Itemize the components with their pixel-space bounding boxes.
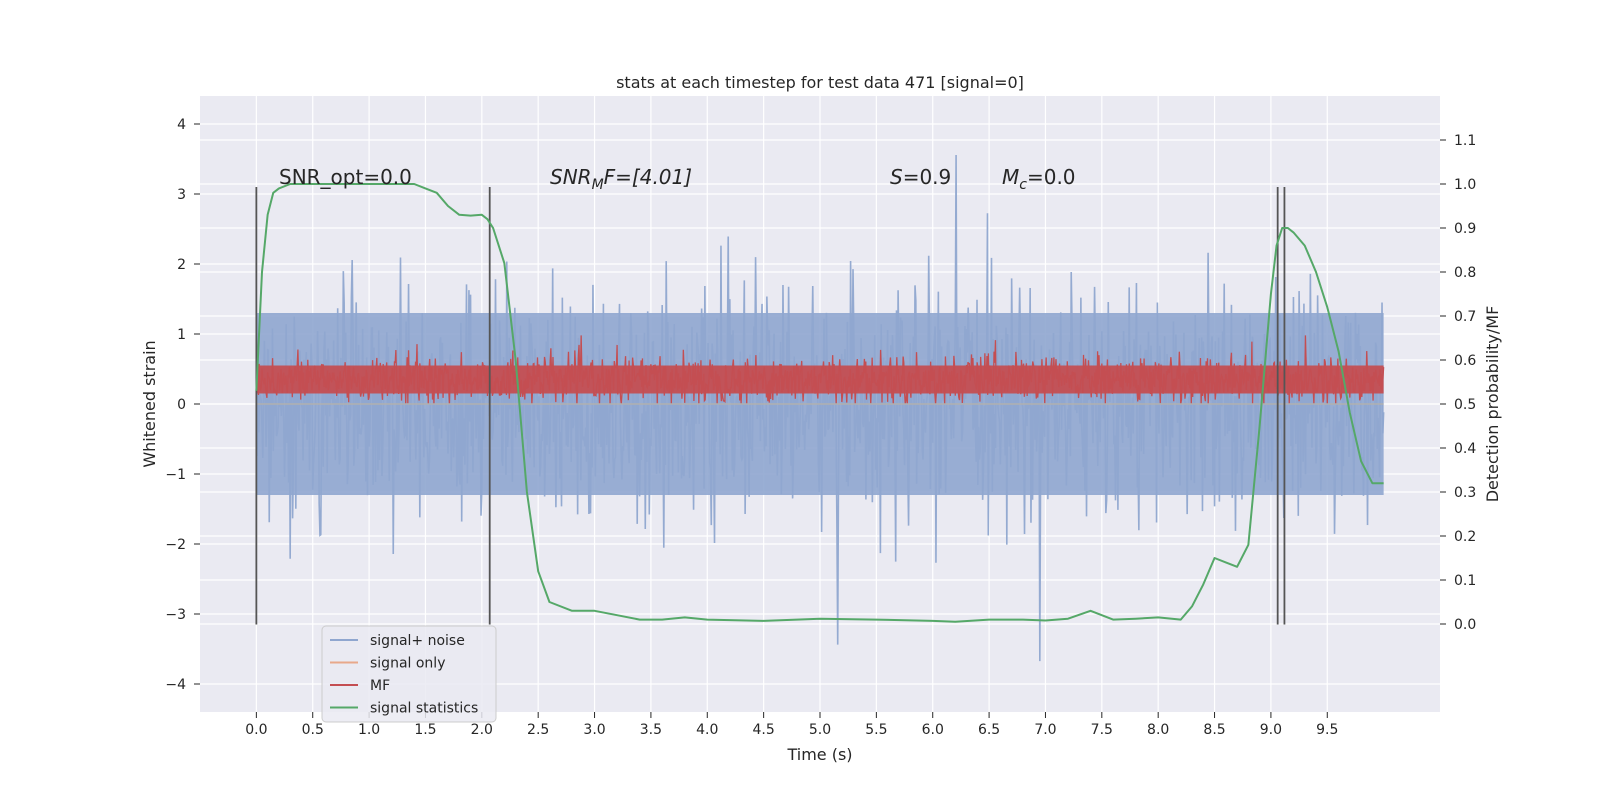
y-axis-left: 4 3 2 1 0 −1 −2 −3 −4	[165, 117, 200, 693]
legend-entry: MF	[370, 678, 390, 694]
legend-box	[321, 625, 497, 723]
legend-entry: signal only	[370, 656, 445, 672]
signal-statistics-series	[255, 183, 1384, 623]
annotation-mc: Mc=0.0	[1002, 165, 1076, 193]
y-right-tick-label: 0.4	[1454, 441, 1476, 457]
y-right-tick-label: 0.0	[1454, 617, 1476, 633]
x-tick-label: 1.0	[358, 722, 380, 738]
x-tick-label: 5.0	[809, 722, 831, 738]
y-right-tick-label: 0.8	[1454, 265, 1476, 281]
y-axis-label-right: Detection probability/MF	[1483, 306, 1502, 503]
x-tick-label: 6.0	[922, 722, 944, 738]
x-tick-label: 6.5	[978, 722, 1000, 738]
y-right-tick-label: 0.7	[1454, 309, 1476, 325]
y-right-tick-label: 0.5	[1454, 397, 1476, 413]
x-tick-label: 3.5	[640, 722, 662, 738]
x-tick-label: 8.5	[1203, 722, 1225, 738]
legend-entry: signal statistics	[370, 701, 478, 717]
legend-entry: signal+ noise	[370, 633, 465, 649]
annotation-snr-mf: SNRMF=[4.01]	[550, 165, 692, 193]
vertical-markers	[255, 187, 1286, 625]
y-tick-label: −1	[165, 467, 186, 483]
y-right-tick-label: 0.3	[1454, 485, 1476, 501]
chart-title: stats at each timestep for test data 471…	[616, 73, 1024, 92]
y-right-tick-label: 1.0	[1454, 177, 1476, 193]
x-tick-label: 4.5	[753, 722, 775, 738]
y-tick-label: 1	[177, 327, 186, 343]
y-axis-right: 1.1 1.0 0.9 0.8 0.7 0.6 0.5 0.4 0.3 0.2 0.1 0.0	[1440, 133, 1476, 633]
x-tick-label: 2.0	[471, 722, 493, 738]
x-axis-label: Time (s)	[786, 745, 852, 764]
x-tick-label: 9.5	[1316, 722, 1338, 738]
x-tick-label: 9.0	[1260, 722, 1282, 738]
x-tick-label: 5.5	[865, 722, 887, 738]
y-tick-label: 2	[177, 257, 186, 273]
y-tick-label: 3	[177, 187, 186, 203]
signal-statistics-line	[255, 183, 1384, 623]
y-tick-label: 0	[177, 397, 186, 413]
x-tick-label: 0.0	[245, 722, 267, 738]
x-axis: 0.0 0.5 1.0 1.5 2.0 2.5 3.0 3.5 4.0 4.5 5.0 5.5 6.0 6…	[245, 712, 1338, 738]
x-tick-label: 7.0	[1034, 722, 1056, 738]
y-right-tick-label: 0.6	[1454, 353, 1476, 369]
x-tick-label: 0.5	[302, 722, 324, 738]
y-axis-label-left: Whitened strain	[140, 340, 159, 467]
x-tick-label: 7.5	[1091, 722, 1113, 738]
annotation-snr-opt: SNR_opt=0.0	[279, 165, 412, 189]
y-right-tick-label: 1.1	[1454, 133, 1476, 149]
x-tick-label: 8.0	[1147, 722, 1169, 738]
annotation-s: S=0.9	[890, 165, 951, 189]
x-tick-label: 4.0	[696, 722, 718, 738]
y-tick-label: −3	[165, 607, 186, 623]
y-right-tick-label: 0.2	[1454, 529, 1476, 545]
y-right-tick-label: 0.9	[1454, 221, 1476, 237]
y-tick-label: −2	[165, 537, 186, 553]
mf-line	[255, 335, 1385, 405]
y-tick-label: −4	[165, 677, 186, 693]
y-tick-label: 4	[177, 117, 186, 133]
x-tick-label: 3.0	[583, 722, 605, 738]
x-tick-label: 2.5	[527, 722, 549, 738]
legend: signal+ noise signal only MF signal statist…	[321, 625, 497, 723]
x-tick-label: 1.5	[414, 722, 436, 738]
y-right-tick-label: 0.1	[1454, 573, 1476, 589]
mf-series	[255, 335, 1385, 405]
